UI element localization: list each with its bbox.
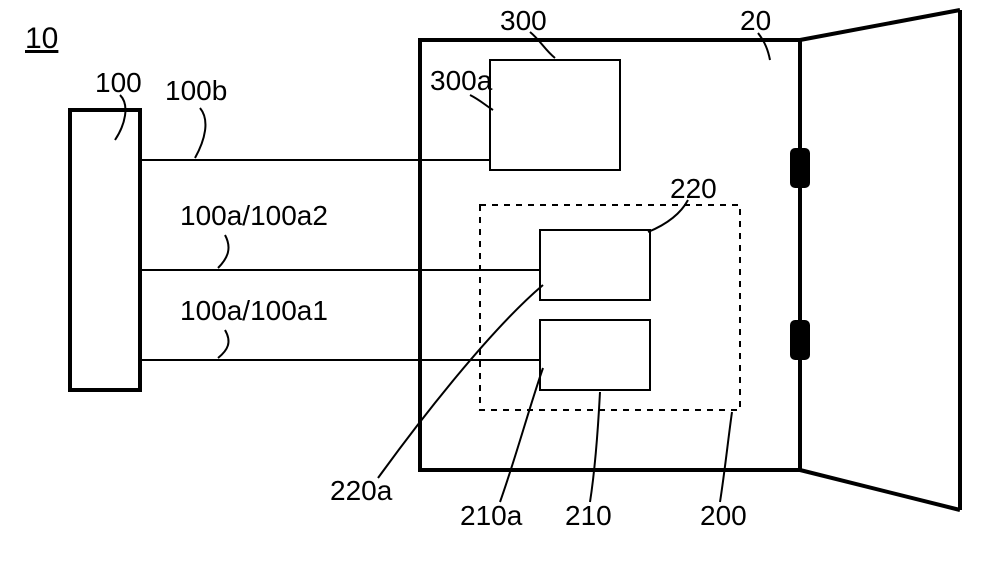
leader-100a/100a2 [218, 235, 229, 268]
hinge-bottom [790, 320, 810, 360]
diagram-title: 10 [25, 22, 58, 55]
label-100b: 100b [165, 75, 227, 106]
leader-210a [500, 368, 543, 502]
block-300 [490, 60, 620, 170]
label-210a: 210a [460, 500, 523, 531]
patent-diagram: 10 100 100b 300 20 300a 220 100a/100a2 100a/100… [0, 0, 1000, 580]
label-210: 210 [565, 500, 612, 531]
label-300: 300 [500, 5, 547, 36]
label-100: 100 [95, 67, 142, 98]
leader-20 [758, 33, 770, 60]
label-220: 220 [670, 173, 717, 204]
enclosure-door [800, 10, 960, 510]
label-300a: 300a [430, 65, 493, 96]
leader-210 [590, 392, 600, 502]
block-210 [540, 320, 650, 390]
label-100a/100a2: 100a/100a2 [180, 200, 328, 231]
leader-100 [115, 95, 125, 140]
label-20: 20 [740, 5, 771, 36]
label-100a/100a1: 100a/100a1 [180, 295, 328, 326]
labels-group: 100 100b 300 20 300a 220 100a/100a2 100a/100a1 2… [95, 5, 771, 531]
label-220a: 220a [330, 475, 393, 506]
label-200: 200 [700, 500, 747, 531]
block-220 [540, 230, 650, 300]
hinge-top [790, 148, 810, 188]
leader-100b [195, 108, 205, 158]
leader-200 [720, 412, 732, 502]
leader-100a/100a1 [218, 330, 229, 358]
block-100 [70, 110, 140, 390]
